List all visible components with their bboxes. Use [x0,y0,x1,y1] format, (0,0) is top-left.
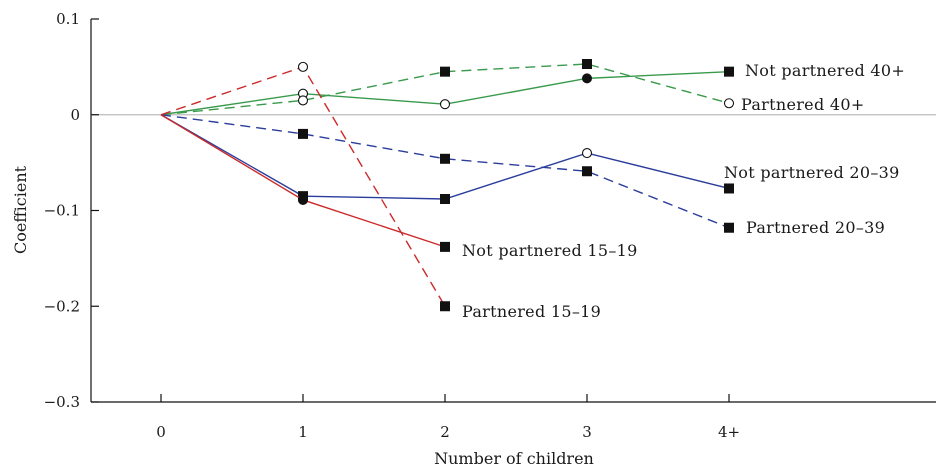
data-point-square [298,128,308,139]
x-tick-label: 0 [156,423,166,441]
data-point-square [440,153,450,164]
series-label: Partnered 40+ [741,95,865,114]
data-point-square [440,66,450,77]
ticks: 0.1 0 −0.1 −0.2 −0.3 0 1 2 3 4+ [44,10,741,441]
data-point-open-circle [297,61,309,72]
x-tick-label: 3 [582,423,592,441]
data-point-circle [582,73,592,84]
y-tick-label: 0.1 [56,10,80,28]
y-tick-label: −0.1 [44,202,80,220]
data-point-square [440,301,450,312]
series-label: Partnered 15–19 [462,302,601,321]
data-point-square [440,241,450,252]
series-group [160,59,735,312]
data-point-square [724,222,734,233]
x-axis-title: Number of children [434,449,594,468]
y-tick-label: −0.2 [44,297,80,315]
data-point-circle [298,194,308,205]
series-line [160,114,730,229]
y-tick-label: 0 [70,106,80,124]
series-label: Not partnered 40+ [745,61,905,80]
data-point-square [440,194,450,205]
data-point-open-circle [723,98,735,109]
y-axis-title: Coefficient [11,165,30,254]
series-label: Not partnered 20–39 [724,163,900,182]
data-point-open-circle [439,99,451,110]
series-label: Partnered 20–39 [746,218,885,237]
x-tick-label: 1 [298,423,308,441]
data-point-open-circle [581,148,593,159]
x-tick-label: 4+ [718,423,740,441]
x-tick-label: 2 [440,423,450,441]
y-tick-label: −0.3 [44,393,80,411]
data-point-square [724,66,734,77]
data-point-open-circle [297,95,309,106]
series-labels: Not partnered 40+ Partnered 40+ Not partne… [462,61,905,321]
data-point-square [724,183,734,194]
data-point-square [582,59,592,70]
series-label: Not partnered 15–19 [462,241,638,260]
data-point-square [582,166,592,177]
